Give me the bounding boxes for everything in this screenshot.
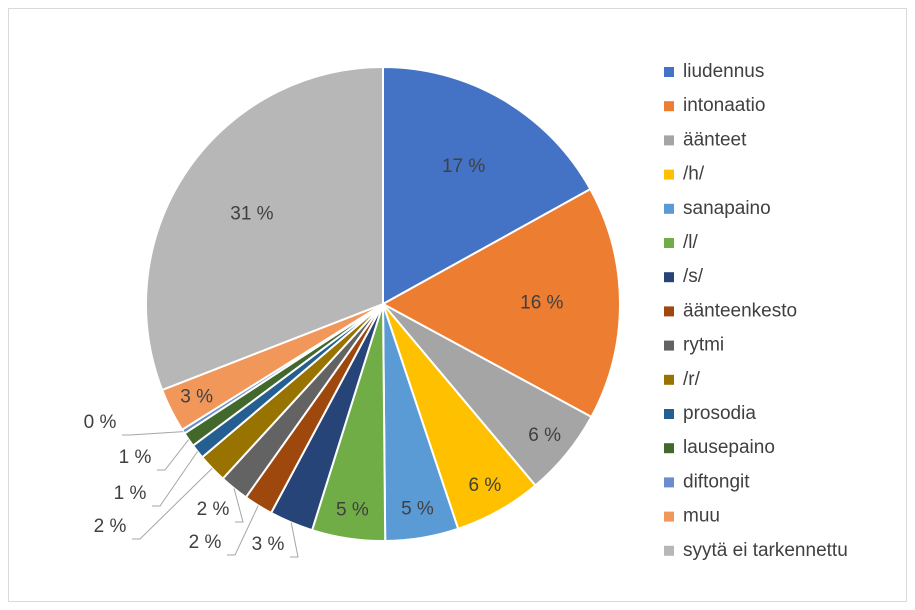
data-label: 6 % bbox=[528, 425, 561, 446]
legend-label: rytmi bbox=[683, 335, 724, 356]
legend-swatch bbox=[664, 443, 674, 454]
legend-swatch bbox=[664, 306, 674, 317]
legend-swatch bbox=[664, 374, 674, 385]
pie-slice bbox=[380, 187, 621, 419]
leader-line bbox=[132, 467, 213, 540]
data-label: 0 % bbox=[84, 412, 117, 433]
legend-label: lausepaino bbox=[683, 437, 775, 458]
leader-line bbox=[157, 439, 190, 471]
leader-line bbox=[290, 522, 299, 558]
legend-swatch bbox=[664, 169, 674, 180]
leader-line bbox=[233, 488, 244, 523]
data-label: 5 % bbox=[336, 499, 369, 520]
data-label: 6 % bbox=[469, 475, 502, 496]
legend-label: diftongit bbox=[683, 471, 750, 492]
pie-slice bbox=[145, 65, 384, 392]
data-label: 2 % bbox=[94, 516, 127, 537]
data-label: 17 % bbox=[442, 156, 485, 177]
leader-line bbox=[152, 451, 198, 507]
legend-swatch bbox=[664, 238, 674, 248]
legend-label: liudennus bbox=[683, 61, 764, 82]
legend-label: /h/ bbox=[683, 164, 705, 185]
data-label: 2 % bbox=[189, 532, 222, 553]
legend-swatch bbox=[664, 101, 674, 112]
data-label: 1 % bbox=[119, 447, 152, 468]
data-label: 5 % bbox=[401, 499, 434, 520]
legend-label: prosodia bbox=[683, 403, 756, 424]
legend-label: syytä ei tarkennettu bbox=[683, 540, 848, 561]
legend-swatch bbox=[664, 545, 674, 556]
legend-label: sanapaino bbox=[683, 198, 771, 219]
legend-label: /s/ bbox=[683, 266, 704, 287]
data-label: 2 % bbox=[197, 499, 230, 520]
data-label: 31 % bbox=[230, 203, 273, 224]
leader-line bbox=[227, 505, 259, 556]
legend-label: muu bbox=[683, 506, 720, 527]
legend-swatch bbox=[664, 511, 674, 522]
data-label: 16 % bbox=[520, 292, 563, 313]
legend-swatch bbox=[664, 135, 674, 146]
legend-label: intonaatio bbox=[683, 95, 765, 116]
legend-label: /r/ bbox=[683, 369, 701, 390]
pie-slice bbox=[382, 65, 592, 306]
data-label: 3 % bbox=[252, 534, 285, 555]
legend-swatch bbox=[664, 203, 674, 214]
legend-swatch bbox=[664, 477, 674, 488]
legend-swatch bbox=[664, 340, 674, 351]
data-label: 1 % bbox=[114, 483, 147, 504]
data-label: 3 % bbox=[180, 387, 213, 408]
legend-label: /l/ bbox=[683, 232, 699, 253]
legend-swatch bbox=[664, 272, 674, 283]
leader-line bbox=[122, 431, 184, 436]
legend-label: äänteet bbox=[683, 129, 747, 150]
legend-swatch bbox=[664, 67, 674, 77]
legend-swatch bbox=[664, 409, 674, 419]
legend-label: äänteenkesto bbox=[683, 300, 797, 321]
